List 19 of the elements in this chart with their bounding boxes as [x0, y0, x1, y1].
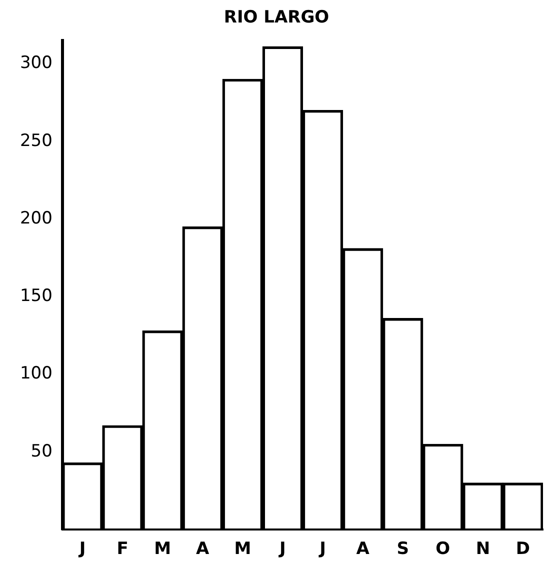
x-tick-label: S: [396, 539, 409, 560]
y-tick-label: 150: [20, 286, 52, 306]
y-tick-label: 100: [20, 364, 52, 384]
x-tick-label: A: [356, 539, 370, 560]
y-tick-label: 200: [20, 208, 52, 228]
x-tick-label: M: [234, 539, 252, 560]
x-tick-label: F: [116, 539, 128, 560]
x-tick-label: J: [278, 539, 286, 560]
x-tick-label: J: [78, 539, 86, 560]
x-tick-label: N: [476, 539, 490, 560]
y-tick-label: 50: [30, 441, 52, 462]
x-tick-label: M: [154, 539, 172, 560]
x-tick-label: O: [436, 539, 450, 560]
x-tick-label: D: [516, 539, 530, 560]
x-tick-label: J: [318, 539, 326, 560]
x-tick-label: A: [196, 539, 210, 560]
chart-title: RIO LARGO: [224, 8, 330, 28]
y-tick-label: 300: [20, 53, 52, 74]
y-tick-label: 250: [20, 130, 52, 151]
